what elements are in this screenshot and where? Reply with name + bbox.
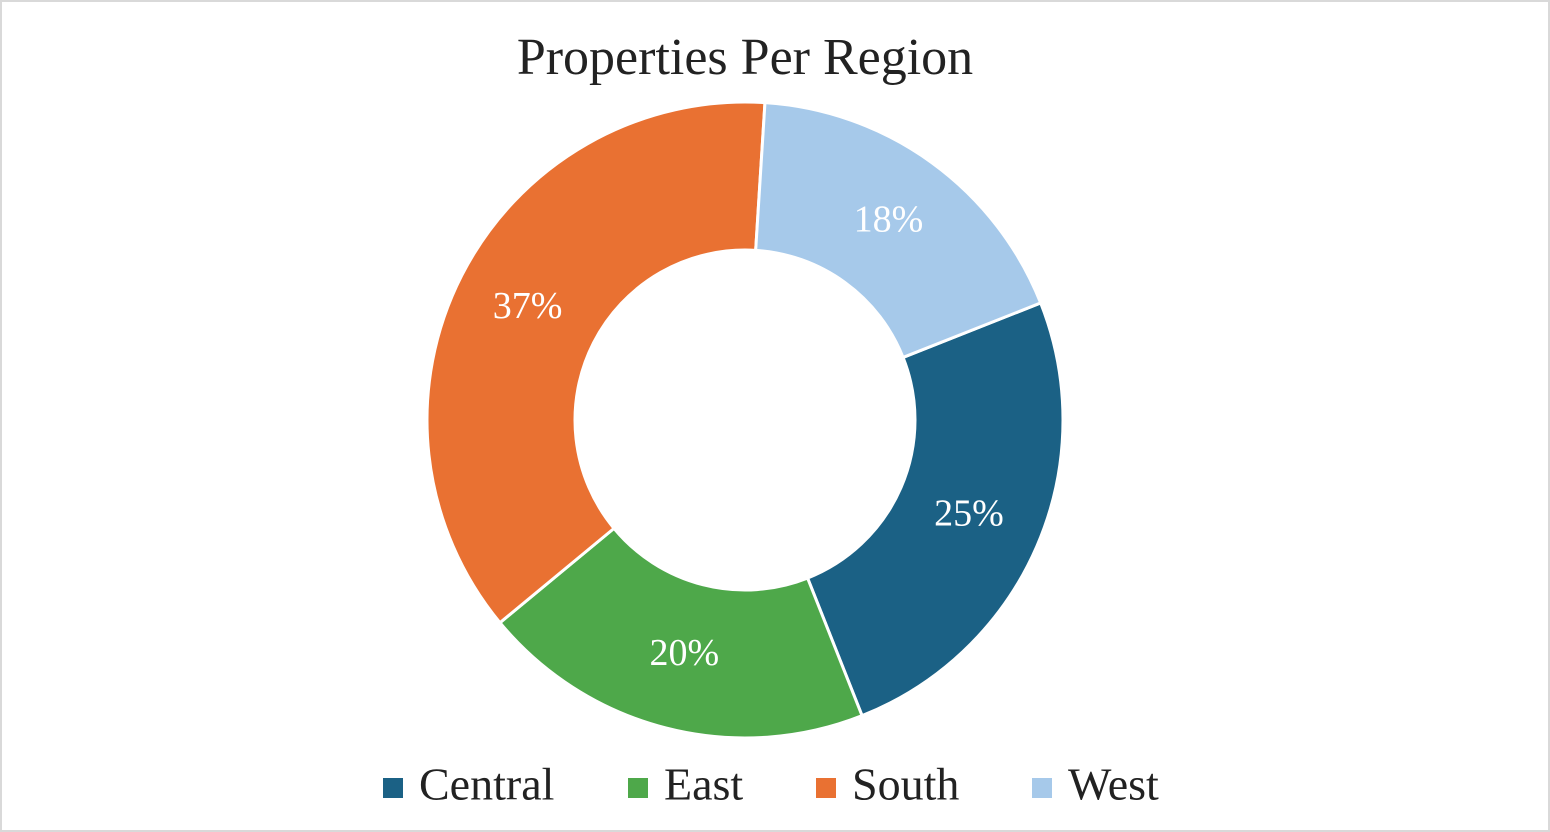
donut-slice [497, 526, 865, 740]
donut-slice [754, 101, 1043, 360]
legend-swatch [1032, 778, 1052, 798]
chart-title: Properties Per Region [517, 29, 973, 86]
legend-label: East [664, 759, 743, 810]
legend-label: West [1068, 759, 1159, 810]
donut-slice [425, 100, 767, 625]
legend-swatch [816, 778, 836, 798]
data-label: 37% [493, 285, 563, 327]
donut-slice [805, 300, 1065, 718]
legend-label: South [852, 759, 959, 810]
data-label: 25% [934, 493, 1004, 535]
data-label: 18% [854, 198, 924, 240]
legend-label: Central [419, 759, 554, 810]
data-label: 20% [649, 632, 719, 674]
legend-swatch [628, 778, 648, 798]
legend-swatch [383, 778, 403, 798]
